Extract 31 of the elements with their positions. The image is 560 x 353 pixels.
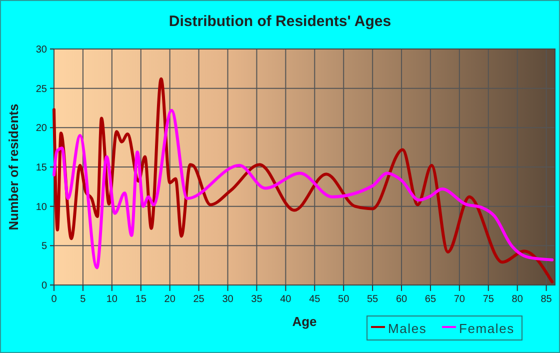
y-axis-title: Number of residents bbox=[6, 104, 21, 230]
x-tick-label: 60 bbox=[396, 294, 408, 305]
legend-label: Females bbox=[459, 321, 514, 336]
y-tick-label: 25 bbox=[36, 84, 48, 95]
x-tick-label: 85 bbox=[540, 294, 552, 305]
y-tick-label: 10 bbox=[36, 202, 48, 213]
y-tick-label: 20 bbox=[36, 123, 48, 134]
x-tick-label: 0 bbox=[51, 294, 58, 305]
x-tick-label: 25 bbox=[193, 294, 205, 305]
x-tick-label: 5 bbox=[80, 294, 86, 305]
x-tick-label: 80 bbox=[512, 294, 524, 305]
x-tick-label: 45 bbox=[309, 294, 321, 305]
y-tick-label: 5 bbox=[41, 241, 48, 252]
x-tick-label: 75 bbox=[482, 294, 494, 305]
x-tick-label: 55 bbox=[366, 294, 379, 305]
x-tick-label: 40 bbox=[280, 294, 292, 305]
x-tick-label: 70 bbox=[454, 294, 466, 305]
x-axis-title: Age bbox=[292, 314, 317, 329]
y-tick-label: 15 bbox=[36, 162, 48, 174]
y-tick-label: 30 bbox=[36, 44, 48, 56]
y-tick-label: 0 bbox=[41, 280, 48, 292]
legend-label: Males bbox=[388, 321, 427, 336]
x-tick-label: 30 bbox=[222, 294, 234, 305]
chart-title: Distribution of Residents' Ages bbox=[168, 13, 392, 30]
x-tick-label: 10 bbox=[106, 294, 118, 305]
x-tick-label: 15 bbox=[135, 294, 147, 305]
line-series bbox=[52, 108, 554, 270]
x-tick-label: 50 bbox=[338, 294, 350, 305]
x-tick-label: 65 bbox=[424, 294, 436, 305]
x-tick-label: 20 bbox=[164, 294, 176, 305]
x-tick-label: 35 bbox=[251, 294, 263, 305]
